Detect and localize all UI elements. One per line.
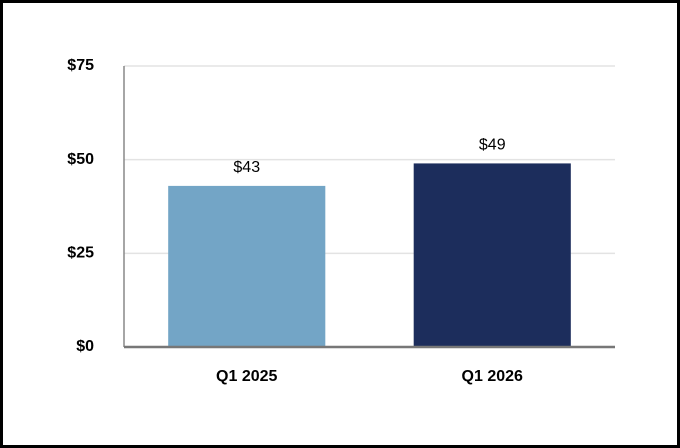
value-label: $49 [479,137,506,154]
bar [168,185,326,347]
y-tick-label: $75 [67,57,94,74]
bar [413,163,571,347]
y-tick-label: $0 [76,338,94,355]
y-tick-label: $25 [67,245,94,262]
value-label: $43 [233,159,260,176]
x-tick-label: Q1 2026 [462,368,523,385]
y-tick-label: $50 [67,151,94,168]
x-tick-label: Q1 2025 [216,368,277,385]
